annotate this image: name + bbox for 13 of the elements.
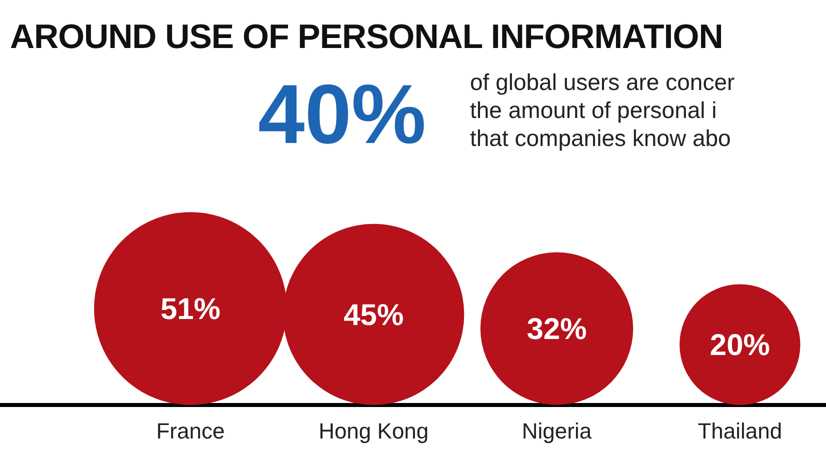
category-label: Thailand [698, 418, 782, 444]
data-label: 45% [344, 298, 404, 332]
data-label: 32% [526, 313, 587, 346]
category-label: Nigeria [522, 418, 592, 444]
category-label: France [156, 418, 225, 444]
text: of global users are concer [470, 68, 735, 96]
data-label: 51% [160, 293, 220, 326]
text: AROUND USE OF PERSONAL INFORMATION [10, 18, 723, 57]
text: that companies know abo [470, 124, 732, 152]
category-label: Hong Kong [318, 418, 429, 444]
data-label: 20% [710, 329, 770, 362]
text: the amount of personal i [470, 96, 718, 124]
text: 40% [258, 67, 426, 161]
